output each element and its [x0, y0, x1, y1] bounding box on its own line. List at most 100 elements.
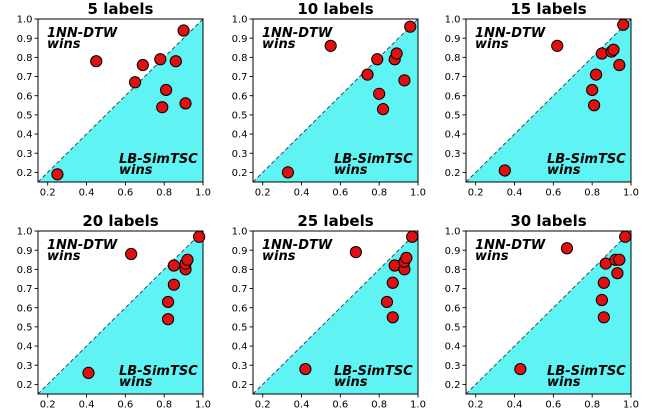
y-tick-label: 0.5: [232, 110, 248, 121]
y-tick-label: 0.3: [17, 361, 33, 372]
y-tick-label: 0.5: [17, 110, 33, 121]
data-point: [371, 53, 384, 66]
data-point: [177, 24, 190, 37]
y-tick-label: 0.7: [17, 72, 33, 83]
axes-frame: [37, 230, 204, 395]
data-point: [597, 311, 610, 324]
data-point: [128, 76, 142, 89]
y-tick-label: 0.8: [17, 265, 33, 276]
y-tick-label: 0.2: [445, 380, 461, 391]
annotation-1nn-dtw: 1NN-DTW: [47, 238, 118, 253]
x-tick-label: 0.6: [332, 400, 348, 411]
annotation-wins-bottom: wins: [119, 163, 153, 178]
x-tick-label: 0.2: [40, 400, 56, 411]
data-point: [400, 251, 413, 264]
y-tick-label: 0.3: [232, 149, 248, 160]
y-tick-label: 0.3: [232, 361, 248, 372]
data-point: [380, 295, 394, 309]
data-point: [373, 87, 386, 100]
y-tick-label: 0.6: [445, 303, 461, 314]
axes-frame: [252, 18, 419, 183]
y-tick-label: 0.6: [445, 91, 461, 102]
data-point: [167, 259, 180, 272]
data-point: [136, 58, 149, 72]
annotation-lb-simtsc: LB-SimTSC: [547, 364, 626, 379]
data-point: [324, 39, 337, 52]
x-tick-label: 0.6: [117, 188, 133, 199]
y-tick-label: 0.2: [232, 168, 248, 179]
data-point: [90, 55, 103, 68]
y-tick-label: 1.0: [232, 15, 248, 26]
x-tick-label: 0.8: [584, 188, 600, 199]
y-tick-label: 0.7: [445, 284, 461, 295]
data-point: [361, 68, 374, 81]
data-point: [161, 295, 175, 309]
y-tick-label: 0.9: [445, 34, 461, 45]
data-point: [589, 68, 603, 81]
x-tick-label: 0.4: [507, 188, 523, 199]
panel-title: 20 labels: [82, 212, 158, 230]
x-tick-label: 0.4: [507, 400, 523, 411]
y-tick-label: 0.6: [232, 303, 248, 314]
y-tick-label: 0.8: [445, 265, 461, 276]
data-point: [161, 313, 175, 326]
annotation-wins-top: wins: [47, 249, 81, 264]
y-tick-label: 0.6: [17, 303, 33, 314]
y-tick-label: 0.2: [232, 380, 248, 391]
annotation-wins-top: wins: [475, 37, 509, 52]
y-tick-label: 0.2: [445, 168, 461, 179]
data-point: [613, 58, 626, 72]
data-point: [514, 362, 527, 376]
y-tick-label: 0.5: [17, 322, 33, 333]
y-tick-label: 0.4: [17, 130, 33, 141]
y-tick-label: 0.9: [445, 246, 461, 257]
axes-frame: [465, 230, 632, 395]
annotation-lb-simtsc: LB-SimTSC: [119, 364, 198, 379]
data-point: [398, 74, 411, 87]
lb-simtsc-win-region: [253, 231, 418, 394]
data-point: [299, 362, 312, 376]
x-tick-label: 0.2: [468, 188, 484, 199]
x-tick-label: 0.2: [255, 188, 271, 199]
lb-simtsc-win-region: [466, 231, 631, 394]
annotation-lb-simtsc: LB-SimTSC: [334, 152, 413, 167]
y-tick-label: 1.0: [17, 15, 33, 26]
annotation-wins-bottom: wins: [119, 375, 153, 390]
y-tick-label: 0.8: [232, 53, 248, 64]
y-tick-label: 0.7: [232, 72, 248, 83]
y-tick-label: 1.0: [17, 227, 33, 238]
data-point: [169, 55, 182, 68]
x-tick-label: 0.8: [156, 188, 172, 199]
x-tick-label: 1.0: [410, 400, 426, 411]
y-tick-label: 0.3: [445, 149, 461, 160]
data-point: [82, 366, 95, 380]
data-point: [160, 83, 173, 97]
x-tick-label: 0.8: [156, 400, 172, 411]
annotation-wins-top: wins: [47, 37, 81, 52]
annotation-wins-bottom: wins: [547, 375, 581, 390]
data-point: [179, 97, 192, 110]
x-tick-label: 1.0: [195, 400, 211, 411]
y-tick-label: 0.5: [232, 322, 248, 333]
data-point: [586, 83, 599, 97]
y-tick-label: 0.4: [17, 342, 33, 353]
x-tick-label: 0.8: [584, 400, 600, 411]
y-tick-label: 0.4: [232, 342, 248, 353]
x-tick-label: 0.8: [371, 400, 387, 411]
y-tick-label: 1.0: [445, 227, 461, 238]
data-point: [125, 247, 138, 261]
data-point: [619, 230, 632, 243]
lb-simtsc-win-region: [466, 19, 631, 182]
x-tick-label: 0.6: [545, 188, 561, 199]
annotation-lb-simtsc: LB-SimTSC: [334, 364, 413, 379]
data-point: [281, 166, 295, 179]
y-tick-label: 0.9: [17, 246, 33, 257]
y-tick-label: 0.8: [17, 53, 33, 64]
data-point: [376, 103, 390, 116]
x-tick-label: 0.2: [255, 400, 271, 411]
